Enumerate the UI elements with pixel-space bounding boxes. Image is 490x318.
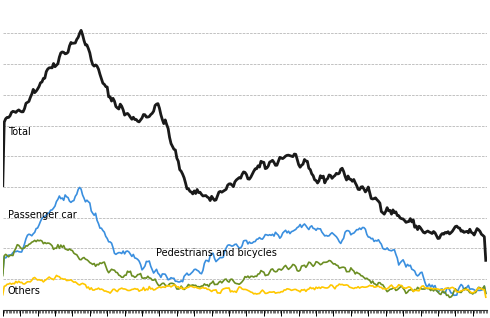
Text: Others: Others: [8, 286, 41, 296]
Text: Passenger car: Passenger car: [8, 210, 77, 219]
Text: Pedestrians and bicycles: Pedestrians and bicycles: [156, 248, 277, 258]
Text: Total: Total: [8, 127, 31, 137]
